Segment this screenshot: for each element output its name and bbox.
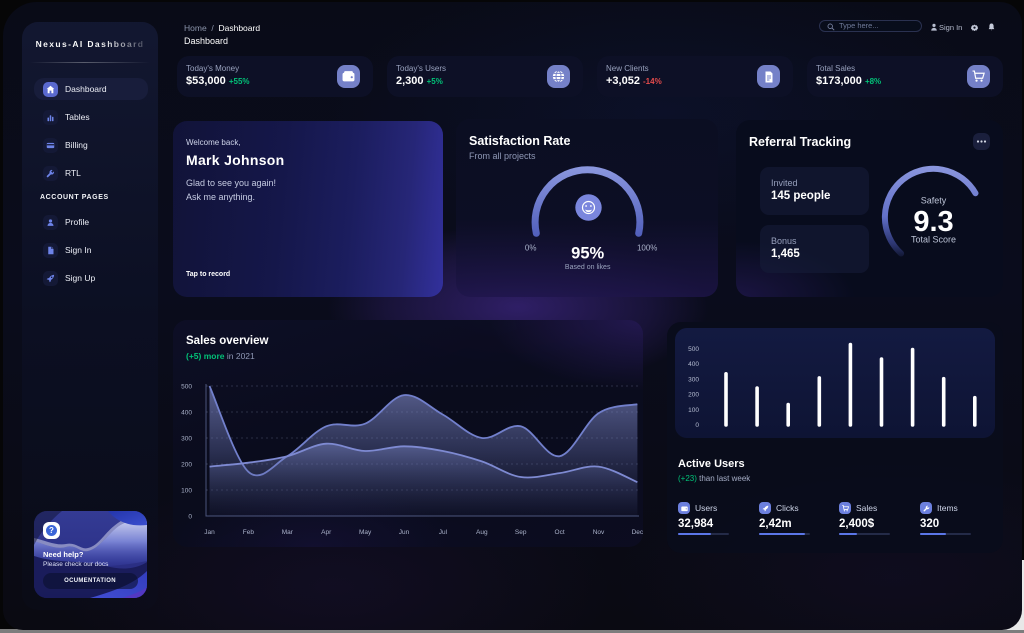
svg-text:100: 100 [181, 488, 192, 495]
svg-text:500: 500 [688, 346, 699, 353]
svg-text:9.3: 9.3 [913, 206, 953, 238]
svg-text:0: 0 [188, 514, 192, 521]
svg-text:Aug: Aug [476, 529, 488, 536]
svg-text:200: 200 [181, 462, 192, 469]
svg-text:0: 0 [695, 422, 699, 429]
svg-text:May: May [359, 529, 372, 536]
svg-text:Jun: Jun [399, 529, 410, 536]
svg-text:300: 300 [688, 376, 699, 383]
svg-text:Dec: Dec [632, 529, 643, 536]
svg-text:Total Score: Total Score [911, 235, 956, 245]
svg-text:Oct: Oct [555, 529, 565, 536]
svg-text:Safety: Safety [921, 196, 947, 206]
svg-text:500: 500 [181, 384, 192, 391]
svg-text:300: 300 [181, 436, 192, 443]
svg-text:Jul: Jul [439, 529, 448, 536]
svg-text:Sep: Sep [515, 529, 527, 536]
svg-text:Nov: Nov [593, 529, 605, 536]
svg-text:Based on likes: Based on likes [565, 264, 611, 271]
svg-text:Feb: Feb [243, 529, 255, 536]
svg-text:Apr: Apr [321, 529, 332, 536]
svg-text:100: 100 [688, 407, 699, 414]
svg-text:400: 400 [688, 361, 699, 368]
svg-text:200: 200 [688, 392, 699, 399]
svg-text:Jan: Jan [204, 529, 215, 536]
svg-text:100%: 100% [637, 244, 657, 253]
svg-text:0%: 0% [525, 244, 537, 253]
svg-text:95%: 95% [571, 245, 604, 263]
svg-text:400: 400 [181, 410, 192, 417]
svg-text:Mar: Mar [282, 529, 294, 536]
